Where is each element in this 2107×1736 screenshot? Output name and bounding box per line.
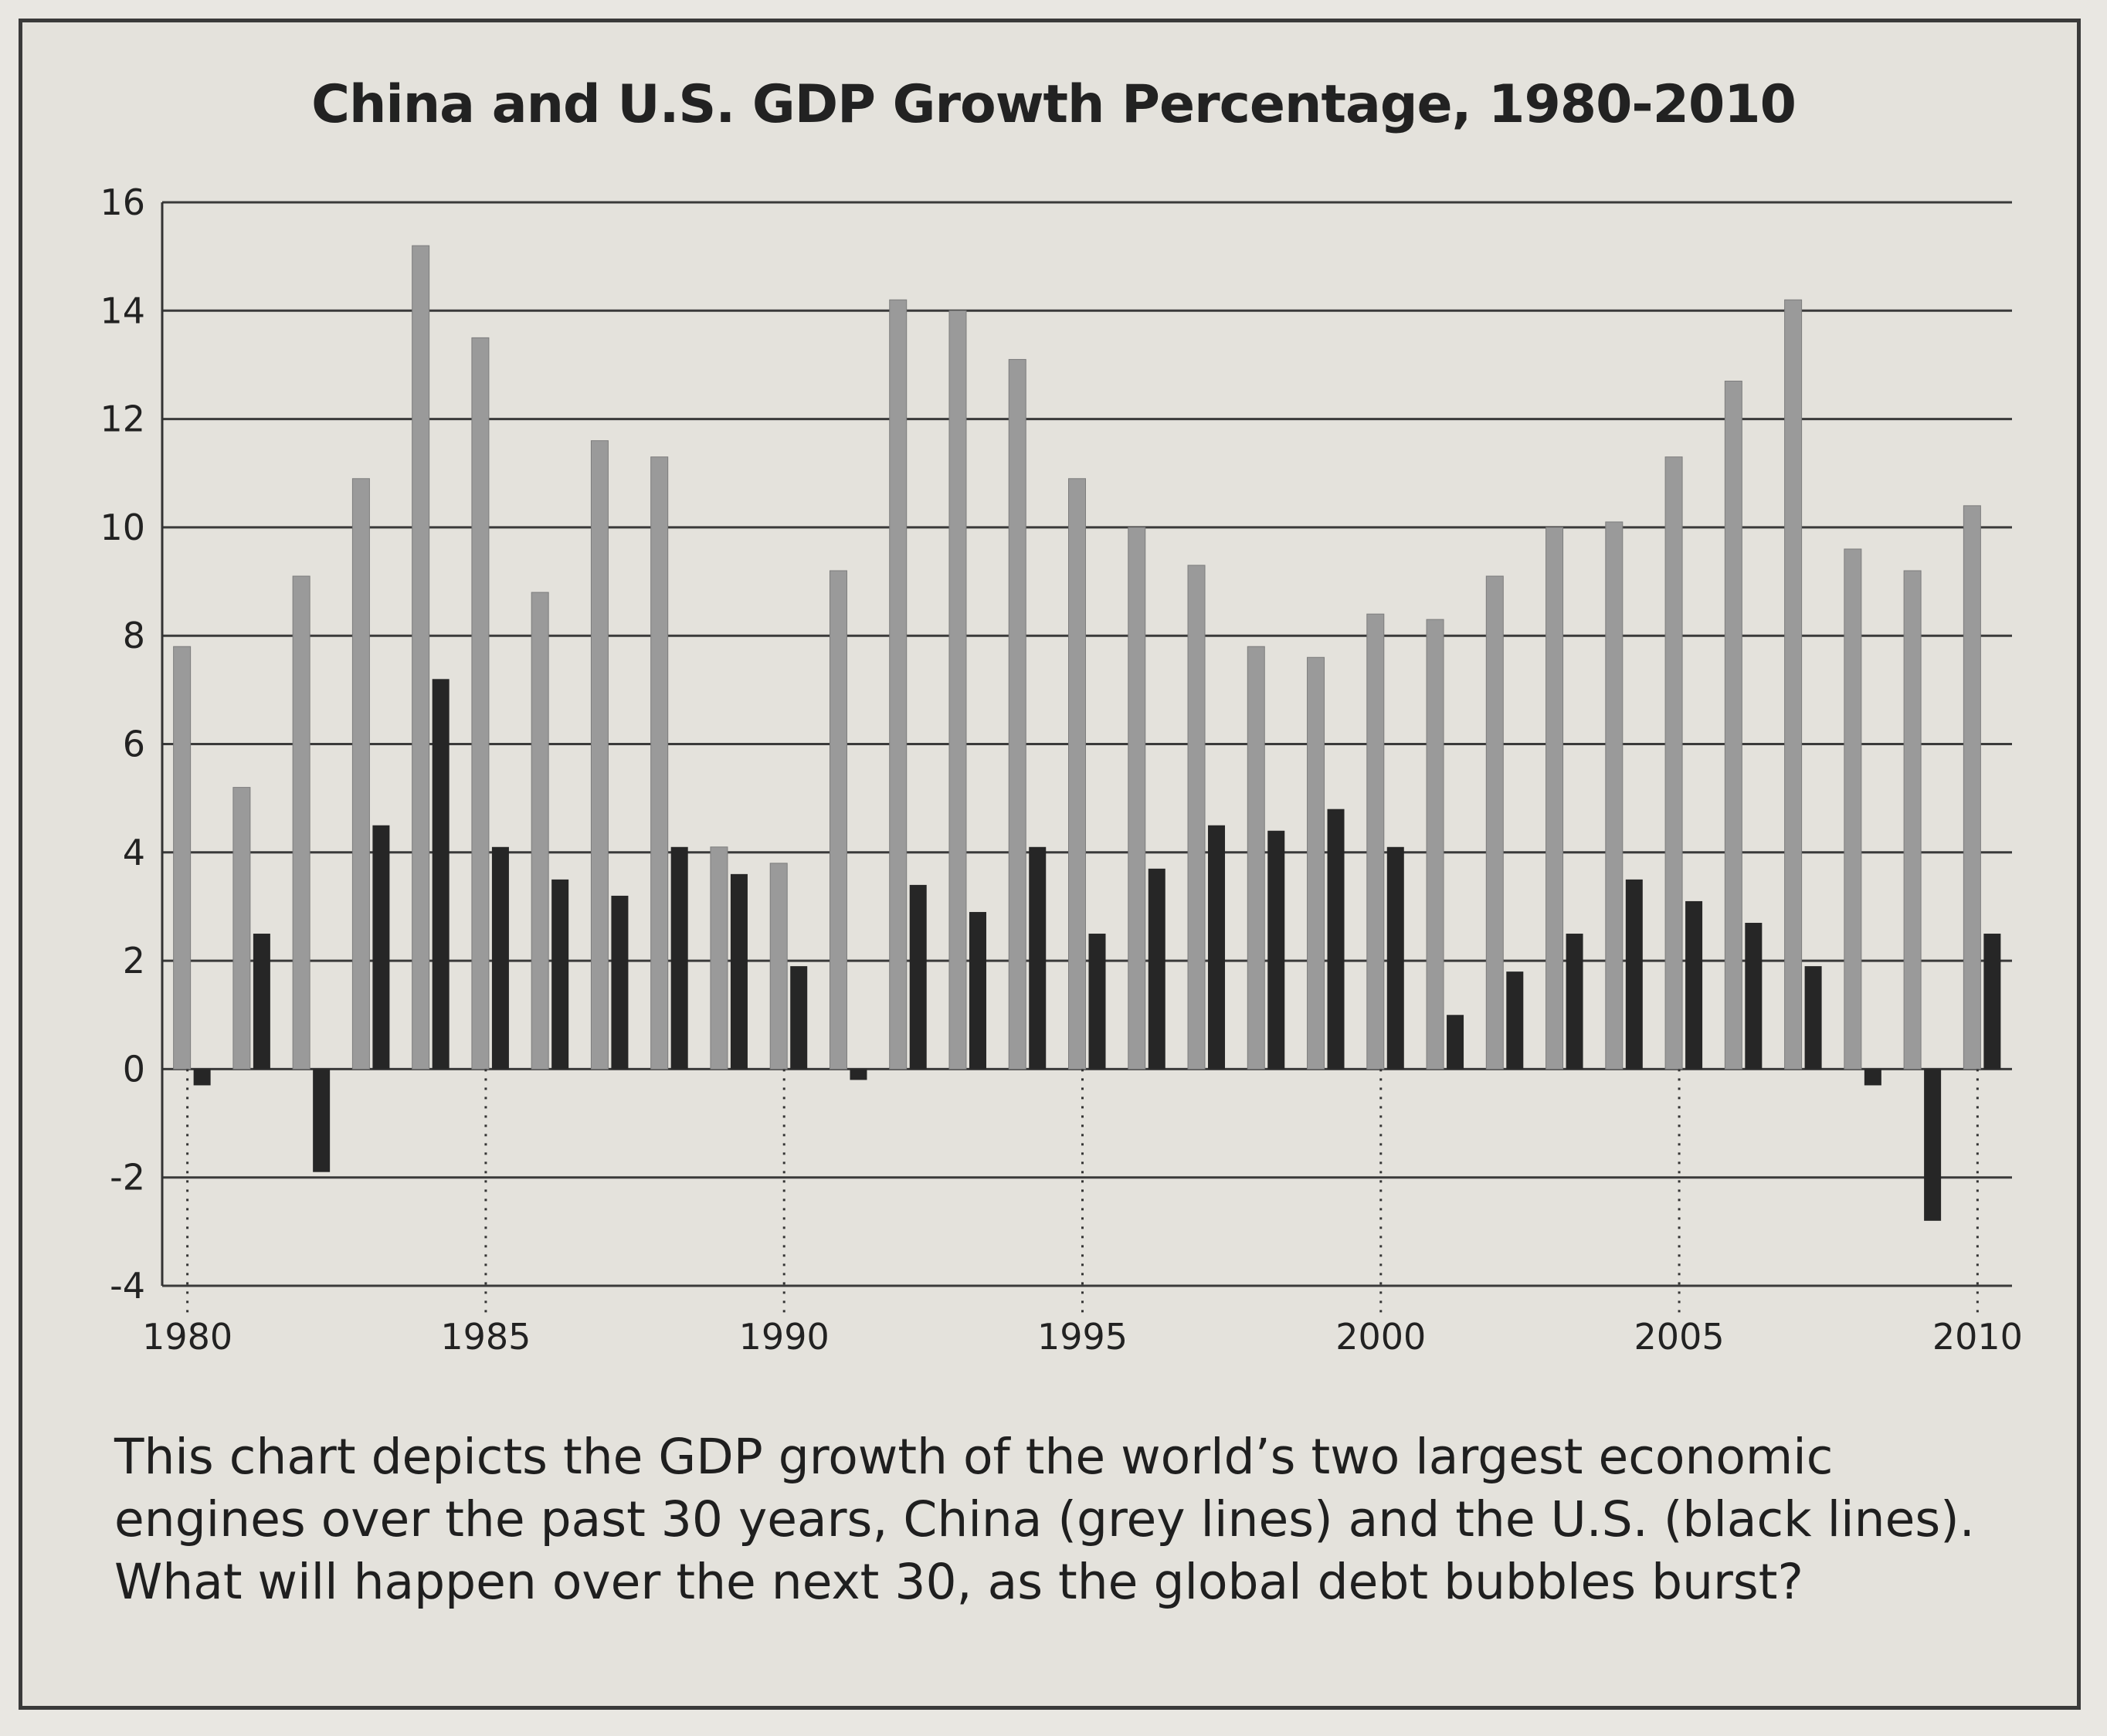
y-tick-label: 12 <box>100 398 145 440</box>
chart-caption: This chart depicts the GDP growth of the… <box>114 1426 2045 1613</box>
bar-us <box>1386 846 1404 1070</box>
y-tick-label: 0 <box>123 1048 145 1090</box>
bar-us <box>253 934 270 1070</box>
bar-china <box>1008 358 1026 1070</box>
x-tick-label: 2000 <box>1335 1316 1426 1358</box>
bar-us <box>1208 825 1226 1070</box>
bar-us <box>1088 934 1106 1070</box>
bar-china <box>1128 527 1146 1070</box>
bar-us <box>850 1069 867 1080</box>
x-tick-label: 2010 <box>1932 1316 2023 1358</box>
y-axis-tick-labels: 16 14 12 10 8 6 4 2 0 -2 -4 <box>100 181 145 1307</box>
bar-china <box>1605 521 1624 1070</box>
x-tick-label: 2005 <box>1634 1316 1725 1358</box>
bar-china <box>471 337 490 1070</box>
bar-us <box>372 825 390 1070</box>
bar-us <box>1327 809 1345 1070</box>
bar-us <box>1625 879 1643 1070</box>
bar-china <box>1485 575 1504 1070</box>
gridlines <box>162 201 2012 1287</box>
bar-china <box>1963 505 1981 1070</box>
bar-us <box>1745 922 1763 1070</box>
bar-china <box>829 570 847 1070</box>
bar-us <box>611 895 629 1070</box>
caption-line-1: This chart depicts the GDP growth of the… <box>114 1429 1834 1485</box>
bar-china <box>769 863 788 1070</box>
bar-china <box>232 787 251 1070</box>
bar-china <box>1187 565 1206 1070</box>
us-series <box>193 679 2001 1221</box>
x-tick-label: 1980 <box>142 1316 232 1358</box>
bar-us <box>1983 934 2001 1070</box>
x-tick-label: 1995 <box>1037 1316 1128 1358</box>
y-tick-label: 2 <box>123 940 145 982</box>
y-tick-label: -4 <box>110 1265 145 1307</box>
y-tick-label: 14 <box>100 290 145 331</box>
bar-china <box>710 846 728 1070</box>
caption-line-2: engines over the past 30 years, China (g… <box>114 1491 1975 1548</box>
bar-china <box>948 310 967 1070</box>
bar-us <box>1566 934 1583 1070</box>
china-series <box>173 245 1981 1070</box>
bar-china <box>1545 527 1564 1070</box>
bar-china <box>1366 613 1385 1070</box>
bar-us <box>551 879 569 1070</box>
bar-china <box>1068 478 1086 1070</box>
bar-us <box>1447 1015 1464 1070</box>
y-tick-label: 4 <box>123 832 145 873</box>
y-tick-label: 10 <box>100 507 145 548</box>
bar-us <box>730 873 748 1070</box>
bar-china <box>889 299 908 1070</box>
y-tick-label: 8 <box>123 615 145 656</box>
bar-us <box>1924 1069 1942 1221</box>
y-tick-label: 16 <box>100 181 145 223</box>
bar-us <box>1148 868 1165 1070</box>
bar-china <box>1903 570 1922 1070</box>
bar-us <box>193 1069 211 1086</box>
bar-us <box>1029 846 1047 1070</box>
bar-china <box>1307 656 1325 1070</box>
bar-us <box>1267 830 1285 1070</box>
y-tick-label: 6 <box>123 724 145 765</box>
bar-us <box>491 846 509 1070</box>
x-tick-label: 1990 <box>739 1316 830 1358</box>
bar-us <box>1685 900 1703 1070</box>
y-tick-label: -2 <box>110 1157 145 1199</box>
bar-china <box>292 575 310 1070</box>
bar-china <box>590 440 609 1070</box>
bar-china <box>650 456 669 1070</box>
chart-title: China and U.S. GDP Growth Percentage, 19… <box>311 74 1797 135</box>
bar-us <box>432 679 450 1070</box>
bar-us <box>1864 1069 1881 1086</box>
bar-china <box>412 245 430 1070</box>
x-axis-tick-labels: 1980 1985 1990 1995 2000 2005 2010 <box>142 1069 2023 1358</box>
bar-us <box>969 911 986 1070</box>
bar-china <box>531 592 549 1070</box>
gdp-bar-chart: 16 14 12 10 8 6 4 2 0 -2 -4 1980 1985 1990 1995 2000 20… <box>100 181 2023 1358</box>
bar-china <box>1724 380 1742 1070</box>
bar-us <box>790 966 808 1070</box>
bar-us <box>313 1069 331 1172</box>
bar-us <box>1804 966 1822 1070</box>
bar-china <box>1247 646 1265 1070</box>
bar-china <box>1784 299 1803 1070</box>
bar-us <box>1506 971 1524 1070</box>
bar-china <box>1664 456 1683 1070</box>
caption-line-3: What will happen over the next 30, as th… <box>114 1554 1803 1610</box>
bar-us <box>909 884 927 1070</box>
bar-us <box>670 846 688 1070</box>
bar-china <box>351 478 370 1070</box>
bar-china <box>1426 619 1444 1070</box>
bar-china <box>1844 548 1862 1070</box>
x-tick-label: 1985 <box>440 1316 531 1358</box>
bar-china <box>173 646 192 1070</box>
